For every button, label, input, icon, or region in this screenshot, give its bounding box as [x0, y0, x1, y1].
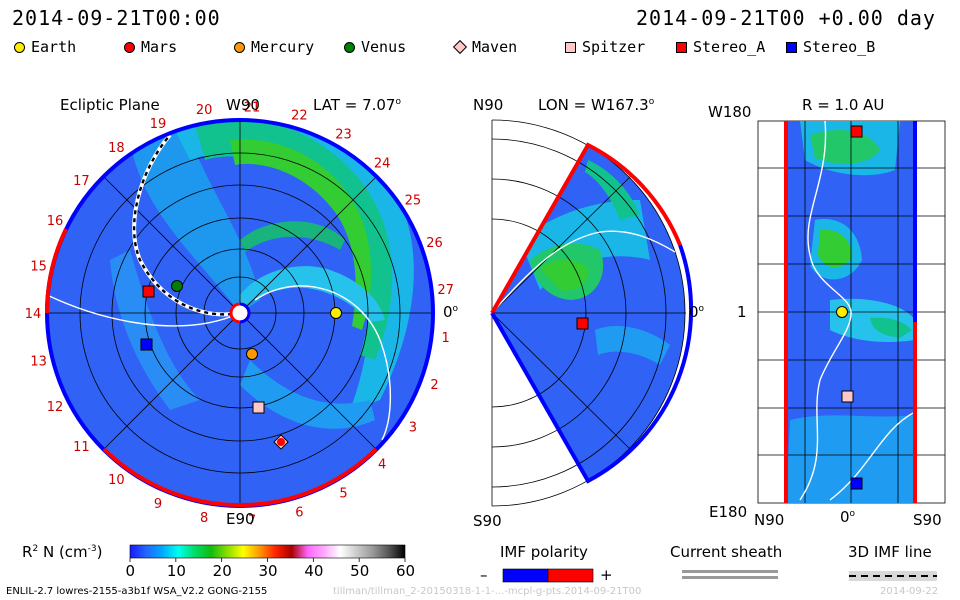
radial-stereo-a-marker — [850, 125, 863, 138]
sector-number: 25 — [405, 193, 422, 208]
radial-top-left: W180 — [708, 103, 752, 121]
ecliptic-right-label: 0o — [443, 303, 459, 321]
footer-date: 2014-09-22 — [880, 586, 939, 597]
ecliptic-lat-label: LAT = 7.07o — [313, 96, 401, 114]
legend-stereo-a: Stereo_A — [693, 38, 766, 56]
meridional-stereo-a-marker — [576, 317, 589, 330]
sector-number: 24 — [374, 156, 391, 171]
radial-surface-panel — [757, 120, 946, 504]
ecliptic-stereo-a-marker — [142, 285, 155, 298]
meridional-lon-label: LON = W167.3o — [538, 96, 655, 114]
sector-number: 3 — [409, 421, 417, 436]
sector-number: 14 — [25, 307, 42, 322]
ecliptic-title: Ecliptic Plane — [60, 96, 160, 114]
imf-polarity-bar — [502, 568, 594, 583]
sector-number: 20 — [196, 103, 213, 118]
colorbar-tick-label: 50 — [350, 562, 370, 580]
ecliptic-bottom-label: E90 — [226, 510, 255, 528]
stereo-a-marker-icon — [676, 42, 687, 53]
colorbar-label: R2 N (cm-3) — [22, 543, 103, 561]
radial-x-right: S90 — [913, 511, 942, 529]
sector-number: 4 — [378, 458, 386, 473]
sector-number: 21 — [244, 100, 261, 115]
radial-bottom-left: E180 — [709, 503, 748, 521]
ecliptic-maven-marker — [273, 434, 289, 450]
sector-number: 12 — [47, 400, 64, 415]
sector-number: 17 — [73, 174, 90, 189]
imf-line-sample — [849, 571, 937, 581]
legend-mars: Mars — [141, 38, 178, 56]
legend-venus: Venus — [361, 38, 407, 56]
radial-r-label: R = 1.0 AU — [802, 96, 885, 114]
legend-mercury: Mercury — [251, 38, 315, 56]
imf-polarity-plus: + — [600, 566, 613, 584]
colorbar-tick-label: 10 — [166, 562, 186, 580]
ecliptic-venus-marker — [171, 280, 183, 292]
ecliptic-spitzer-marker — [252, 401, 265, 414]
legend-spitzer: Spitzer — [582, 38, 646, 56]
colorbar-tick-label: 0 — [125, 562, 136, 580]
density-colorbar — [129, 544, 406, 562]
footer-run-id: tillman/tillman_2-20150318-1-1-...-mcpl-… — [333, 586, 642, 597]
ecliptic-mercury-marker — [246, 348, 258, 360]
mars-marker-icon — [124, 42, 135, 53]
radial-stereo-b-marker — [850, 477, 863, 490]
sector-number: 7 — [248, 514, 256, 529]
sector-number: 9 — [154, 497, 162, 512]
sector-number: 1 — [441, 331, 449, 346]
imf-polarity-title: IMF polarity — [500, 543, 588, 561]
colorbar-tick-label: 30 — [258, 562, 278, 580]
sector-number: 23 — [335, 128, 352, 143]
radial-x-left: N90 — [754, 511, 785, 529]
sector-number: 11 — [73, 440, 90, 455]
sector-number: 22 — [291, 109, 308, 124]
sector-number: 6 — [295, 505, 303, 520]
legend-earth: Earth — [31, 38, 77, 56]
radial-middle-left: 1 — [737, 303, 747, 321]
radial-x-mid: 0o — [840, 508, 856, 526]
sector-number: 8 — [200, 511, 208, 526]
meridional-plane-panel — [490, 119, 694, 507]
meridional-bottom-left: S90 — [473, 512, 502, 530]
colorbar-tick-label: 20 — [212, 562, 232, 580]
radial-earth-marker — [836, 306, 848, 318]
datetime-right: 2014-09-21T00 +0.00 day — [636, 6, 936, 30]
imf-polarity-minus: – — [480, 566, 488, 584]
sector-number: 16 — [47, 214, 64, 229]
sector-number: 5 — [339, 486, 347, 501]
colorbar-tick-label: 60 — [396, 562, 416, 580]
colorbar-tick-label: 40 — [304, 562, 324, 580]
sector-number: 2 — [430, 378, 438, 393]
meridional-top-left: N90 — [473, 96, 504, 114]
earth-marker-icon — [14, 42, 25, 53]
stereo-b-marker-icon — [786, 42, 797, 53]
spitzer-marker-icon — [565, 42, 576, 53]
sector-number: 15 — [30, 259, 47, 274]
sector-number: 26 — [426, 236, 443, 251]
datetime-left: 2014-09-21T00:00 — [12, 6, 221, 30]
sector-number: 27 — [437, 283, 454, 298]
meridional-right-label: 0o — [689, 303, 705, 321]
imf-line-title: 3D IMF line — [848, 543, 932, 561]
legend-stereo-b: Stereo_B — [803, 38, 876, 56]
sector-number: 10 — [108, 473, 125, 488]
sector-number: 18 — [108, 141, 125, 156]
footer-model: ENLIL-2.7 lowres-2155-a3b1f WSA_V2.2 GON… — [6, 586, 268, 597]
venus-marker-icon — [344, 42, 355, 53]
legend-maven: Maven — [472, 38, 518, 56]
current-sheath-title: Current sheath — [670, 543, 783, 561]
mercury-marker-icon — [234, 42, 245, 53]
ecliptic-stereo-b-marker — [140, 338, 153, 351]
sector-number: 13 — [30, 355, 47, 370]
sector-number: 19 — [150, 117, 167, 132]
ecliptic-earth-marker — [330, 307, 342, 319]
ecliptic-top-label: W90 — [226, 96, 260, 114]
current-sheath-sample — [682, 570, 778, 579]
radial-spitzer-marker — [841, 390, 854, 403]
